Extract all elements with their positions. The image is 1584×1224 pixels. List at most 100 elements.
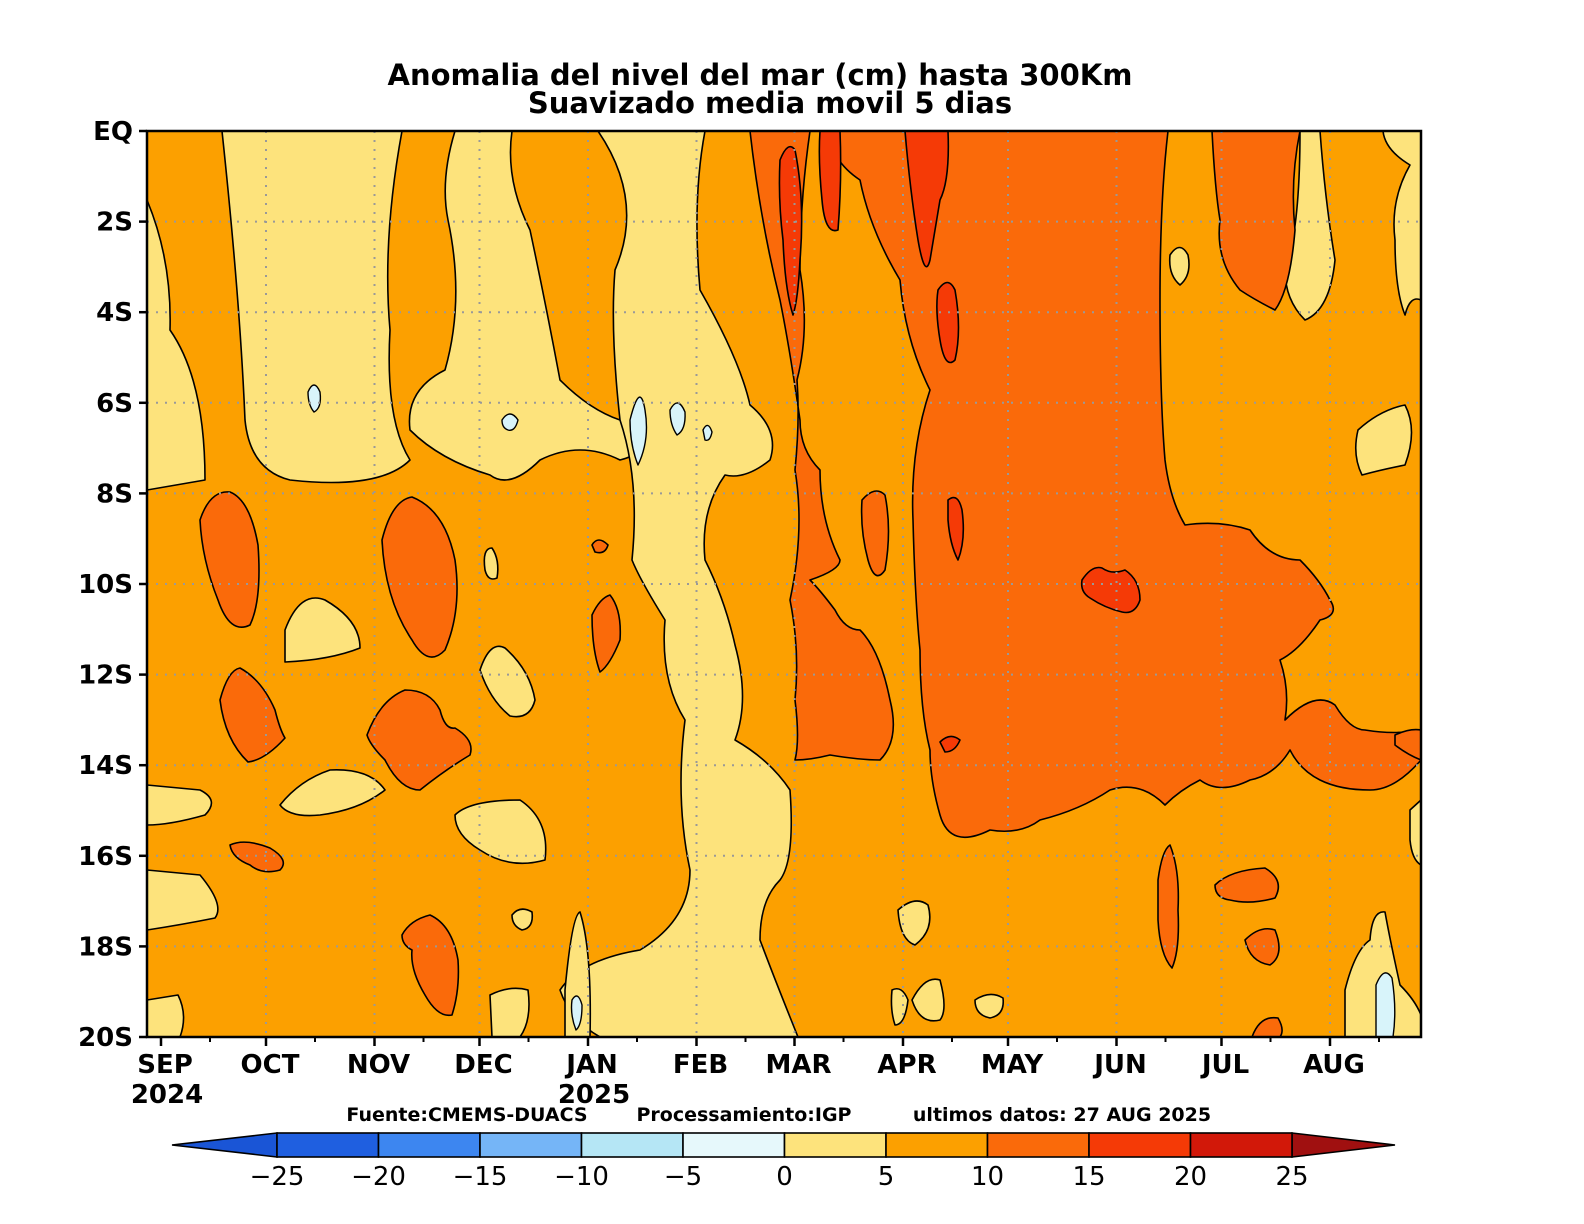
y-axis: EQ 2S 4S 6S 8S 10S 12S 14S 16S 18S 20S [78,117,147,1053]
region-sep-mid [199,491,260,628]
y-tick-label-16s: 16S [78,842,133,872]
x-tick-label-aug: AUG [1303,1050,1365,1080]
y-tick-label-eq: EQ [93,117,133,147]
x-tick-label-jan: JAN [564,1050,618,1080]
last-data-credit: ultimos datos: 27 AUG 2025 [913,1104,1211,1126]
neg-patch-dec [501,413,519,431]
colorbar-label: 10 [971,1162,1004,1192]
region-jul-north [1168,246,1190,286]
region-apr-core [904,131,950,268]
y-tick-label-10s: 10S [78,570,133,600]
region-dec-patch-1 [479,645,536,718]
x-tick-label-mar: MAR [765,1050,831,1080]
plot-area [147,131,1421,1037]
region-apr-patch-3 [890,987,909,1026]
region-dec-patch-4 [483,547,499,580]
x-tick-label-apr: APR [877,1050,936,1080]
region-apr-small-1 [860,490,890,577]
source-credit: Fuente:CMEMS-DUACS [346,1104,587,1126]
colorbar-swatch [377,1132,481,1158]
region-oct-south [219,667,286,763]
x-tick-label-dec: DEC [454,1050,512,1080]
region-oct-nov-south [279,769,386,817]
colorbar-swatch [1088,1132,1192,1158]
region-may-patch-1 [974,993,1005,1019]
colorbar-under-arrow [171,1132,278,1158]
x-tick-label-feb: FEB [673,1050,728,1080]
region-dec-patch-2 [454,799,547,865]
x-axis: SEP OCT NOV DEC JAN FEB MAR APR MAY JUN JUL AUG 2024… [131,1037,1380,1110]
colorbar-swatch [986,1132,1090,1158]
neg-patch-aug [1375,972,1396,1037]
colorbar-swatch [479,1132,583,1158]
x-tick-label-jun: JUN [1092,1050,1147,1080]
colorbar-label: 5 [878,1162,895,1192]
region-jul-south-1 [1214,867,1280,903]
colorbar-swatch [682,1132,786,1158]
colorbar-label: 20 [1174,1162,1207,1192]
region-dec-patch-3 [489,987,530,1037]
region-nov-mid [381,496,458,658]
region-jan-small [591,539,609,554]
region-aug-right [1394,728,1421,761]
chart-subtitle: Suavizado media movil 5 dias [528,86,1012,120]
region-sep-south-3 [147,994,185,1037]
region-jun-core [1080,566,1141,614]
level-10-15-regions [199,131,1421,1037]
neg-patch-feb [669,402,686,436]
y-tick-label-18s: 18S [78,932,133,962]
region-apr-core-3 [947,496,965,561]
region-dec-patch-5 [511,908,534,931]
region-sep-south-1 [147,784,213,826]
level-minus5-0-regions [307,384,1396,1037]
colorbar-swatch [783,1132,887,1158]
colorbar-swatch [276,1132,380,1158]
colorbar-label: −10 [554,1162,609,1192]
colorbar: −25 −20 −15 −10 −5 0 5 10 15 20 25 [171,1132,1396,1192]
colorbar-label: 25 [1275,1162,1308,1192]
x-tick-label-oct: OCT [241,1050,300,1080]
x-year-label-2024: 2024 [131,1080,203,1110]
colorbar-label: −20 [351,1162,406,1192]
neg-patch-jan [629,396,648,466]
region-jul-south-3 [1251,1016,1283,1037]
x-tick-label-may: MAY [981,1050,1045,1080]
region-nov-dec-north [408,131,641,481]
region-aug-mid [1354,404,1413,476]
x-tick-label-sep: SEP [137,1050,193,1080]
processing-credit: Processamiento:IGP [637,1104,852,1126]
region-aug-north-edge [1382,131,1421,316]
colorbar-label: 15 [1072,1162,1105,1192]
region-oct-patch [284,597,361,663]
region-apr-may-small [939,735,961,753]
x-year-label-2025: 2025 [558,1080,630,1110]
region-mar-apr-core [818,131,842,232]
region-aug-south-edge [1409,799,1421,866]
region-sep-south-2 [147,869,219,931]
region-oct-nov-north [221,131,411,484]
region-apr-core-2 [936,281,960,364]
y-tick-label-6s: 6S [96,389,133,419]
y-tick-label-2s: 2S [96,208,133,238]
y-tick-label-12s: 12S [78,661,133,691]
x-tick-label-nov: NOV [347,1050,410,1080]
y-tick-label-14s: 14S [78,751,133,781]
colorbar-label: −5 [664,1162,702,1192]
neg-patch-feb-2 [702,424,713,442]
colorbar-label: 0 [776,1162,793,1192]
region-nov-dec-south [401,914,460,1017]
neg-patch-jan-south [570,995,583,1031]
region-jan-mid [591,594,622,673]
region-mar-jun-main [749,131,1421,839]
colorbar-swatch [1189,1132,1293,1158]
x-tick-label-jul: JUL [1200,1050,1249,1080]
colorbar-swatch [580,1132,684,1158]
y-tick-label-4s: 4S [96,298,133,328]
colorbar-over-arrow [1291,1132,1396,1158]
region-sep-north [147,199,206,491]
y-tick-label-8s: 8S [96,479,133,509]
region-oct-small [229,841,285,873]
chart-title: Anomalia del nivel del mar (cm) hasta 30… [388,58,1133,92]
colorbar-swatch [885,1132,989,1158]
